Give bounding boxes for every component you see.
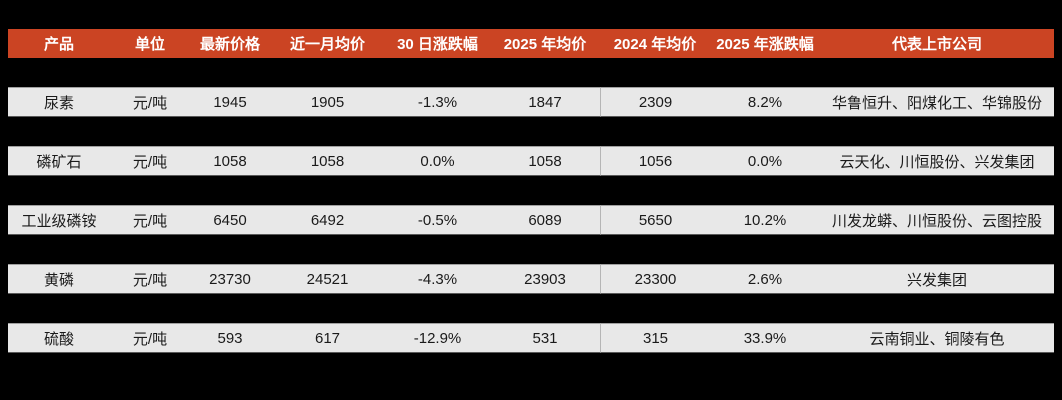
cell-avg_2024: 2309	[600, 87, 710, 117]
cell-month_avg: 6492	[270, 205, 385, 235]
cell-latest_price: 6450	[190, 205, 270, 235]
cell-avg_2024: 23300	[600, 264, 710, 294]
cell-avg_2025: 6089	[490, 205, 600, 235]
table-row-3: 黄磷 元/吨 23730 24521 -4.3% 23903 23300 2.6% 兴发集团	[8, 264, 1054, 294]
cell-month_avg: 1905	[270, 87, 385, 117]
cell-change_30d: -0.5%	[385, 205, 490, 235]
cell-unit: 元/吨	[110, 264, 190, 294]
column-header-listed_companies: 代表上市公司	[820, 29, 1054, 58]
cell-avg_2024: 1056	[600, 146, 710, 176]
column-header-change_30d: 30 日涨跌幅	[385, 29, 490, 58]
cell-product: 磷矿石	[8, 146, 110, 176]
cell-unit: 元/吨	[110, 205, 190, 235]
cell-listed_companies: 云天化、川恒股份、兴发集团	[820, 146, 1054, 176]
cell-avg_2025: 1058	[490, 146, 600, 176]
cell-latest_price: 593	[190, 323, 270, 353]
cell-latest_price: 1945	[190, 87, 270, 117]
table-row-0: 尿素 元/吨 1945 1905 -1.3% 1847 2309 8.2% 华鲁恒升、阳煤化工、…	[8, 87, 1054, 117]
cell-unit: 元/吨	[110, 323, 190, 353]
cell-listed_companies: 云南铜业、铜陵有色	[820, 323, 1054, 353]
column-header-avg_2024: 2024 年均价	[600, 29, 710, 58]
cell-change_30d: -4.3%	[385, 264, 490, 294]
cell-product: 工业级磷铵	[8, 205, 110, 235]
cell-product: 尿素	[8, 87, 110, 117]
column-header-latest_price: 最新价格	[190, 29, 270, 58]
cell-change_2025: 8.2%	[710, 87, 820, 117]
cell-change_30d: -1.3%	[385, 87, 490, 117]
column-header-product: 产品	[8, 29, 110, 58]
cell-unit: 元/吨	[110, 146, 190, 176]
table-row-2: 工业级磷铵 元/吨 6450 6492 -0.5% 6089 5650 10.2% 川发龙蟒、川…	[8, 205, 1054, 235]
cell-change_2025: 33.9%	[710, 323, 820, 353]
column-header-unit: 单位	[110, 29, 190, 58]
cell-product: 黄磷	[8, 264, 110, 294]
table-header-row: 产品 单位 最新价格 近一月均价 30 日涨跌幅 2025 年均价 2024 年均价 2025…	[8, 29, 1054, 58]
column-header-month_avg: 近一月均价	[270, 29, 385, 58]
cell-change_2025: 2.6%	[710, 264, 820, 294]
cell-change_2025: 10.2%	[710, 205, 820, 235]
cell-avg_2025: 1847	[490, 87, 600, 117]
cell-avg_2025: 23903	[490, 264, 600, 294]
cell-product: 硫酸	[8, 323, 110, 353]
column-header-change_2025: 2025 年涨跌幅	[710, 29, 820, 58]
table-row-4: 硫酸 元/吨 593 617 -12.9% 531 315 33.9% 云南铜业、铜陵有色	[8, 323, 1054, 353]
cell-listed_companies: 华鲁恒升、阳煤化工、华锦股份	[820, 87, 1054, 117]
price-table: 产品 单位 最新价格 近一月均价 30 日涨跌幅 2025 年均价 2024 年均价 2025…	[8, 0, 1054, 382]
cell-avg_2025: 531	[490, 323, 600, 353]
cell-listed_companies: 川发龙蟒、川恒股份、云图控股	[820, 205, 1054, 235]
cell-avg_2024: 315	[600, 323, 710, 353]
cell-month_avg: 24521	[270, 264, 385, 294]
cell-latest_price: 1058	[190, 146, 270, 176]
cell-avg_2024: 5650	[600, 205, 710, 235]
cell-month_avg: 617	[270, 323, 385, 353]
cell-change_30d: -12.9%	[385, 323, 490, 353]
table-row-1: 磷矿石 元/吨 1058 1058 0.0% 1058 1056 0.0% 云天化、川恒股份、兴…	[8, 146, 1054, 176]
cell-latest_price: 23730	[190, 264, 270, 294]
cell-listed_companies: 兴发集团	[820, 264, 1054, 294]
column-header-avg_2025: 2025 年均价	[490, 29, 600, 58]
cell-change_2025: 0.0%	[710, 146, 820, 176]
cell-month_avg: 1058	[270, 146, 385, 176]
cell-change_30d: 0.0%	[385, 146, 490, 176]
cell-unit: 元/吨	[110, 87, 190, 117]
